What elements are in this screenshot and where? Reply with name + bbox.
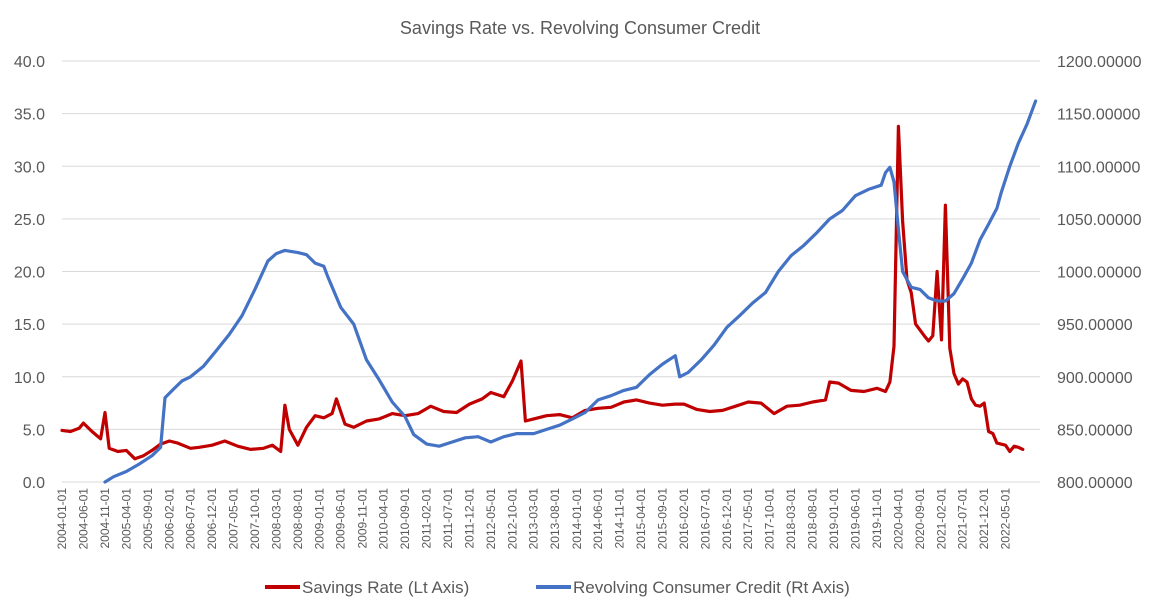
y-right-tick-label: 1000.00000 <box>1057 265 1142 282</box>
x-tick-label: 2021-12-01 <box>977 488 991 550</box>
x-tick-label: 2011-12-01 <box>462 488 476 549</box>
y-right-tick-label: 850.00000 <box>1057 422 1133 439</box>
x-tick-label: 2015-04-01 <box>634 488 648 550</box>
y-right-tick-label: 1050.00000 <box>1057 212 1142 229</box>
legend-label-savings-rate: Savings Rate (Lt Axis) <box>302 578 469 597</box>
x-tick-label: 2011-07-01 <box>441 488 455 549</box>
x-tick-label: 2021-02-01 <box>934 488 948 550</box>
x-tick-label: 2019-01-01 <box>827 488 841 550</box>
x-tick-label: 2018-08-01 <box>806 488 820 550</box>
x-tick-label: 2004-11-01 <box>98 488 112 549</box>
x-tick-label: 2016-07-01 <box>698 488 712 550</box>
y-left-tick-label: 25.0 <box>14 212 45 229</box>
y-left-tick-label: 20.0 <box>14 265 45 282</box>
x-tick-label: 2008-03-01 <box>269 488 283 550</box>
y-left-tick-label: 40.0 <box>14 54 45 71</box>
x-tick-label: 2004-06-01 <box>76 488 90 550</box>
series-lines <box>60 99 1038 484</box>
x-tick-label: 2007-10-01 <box>248 488 262 550</box>
x-tick-label: 2004-01-01 <box>55 488 69 550</box>
x-tick-label: 2005-09-01 <box>141 488 155 550</box>
x-tick-label: 2007-05-01 <box>226 488 240 550</box>
x-tick-label: 2013-03-01 <box>527 488 541 550</box>
x-tick-label: 2013-08-01 <box>548 488 562 550</box>
y-left-tick-label: 30.0 <box>14 159 45 176</box>
x-tick-label: 2018-03-01 <box>784 488 798 550</box>
chart-title: Savings Rate vs. Revolving Consumer Cred… <box>400 18 760 38</box>
x-tick-label: 2012-10-01 <box>505 488 519 550</box>
x-tick-label: 2016-02-01 <box>677 488 691 550</box>
x-tick-label: 2014-01-01 <box>570 488 584 550</box>
x-tick-label: 2010-09-01 <box>398 488 412 550</box>
x-tick-label: 2009-06-01 <box>334 488 348 550</box>
x-tick-label: 2022-05-01 <box>998 488 1012 550</box>
x-tick-label: 2005-04-01 <box>119 488 133 550</box>
legend-label-revolving-credit: Revolving Consumer Credit (Rt Axis) <box>573 578 850 597</box>
y-right-tick-label: 950.00000 <box>1057 317 1133 334</box>
x-axis: 2004-01-01 2004-06-01 2004-11-01 2005-04-01… <box>55 488 1012 550</box>
y-axis-right: 800.00000 850.00000 900.00000 950.00000 1000… <box>1057 54 1142 492</box>
y-right-tick-label: 1200.00000 <box>1057 54 1142 71</box>
x-tick-label: 2020-04-01 <box>891 488 905 550</box>
x-tick-label: 2017-10-01 <box>763 488 777 550</box>
series-line-revolving-credit <box>103 99 1038 484</box>
x-tick-label: 2021-07-01 <box>956 488 970 550</box>
x-tick-label: 2015-09-01 <box>655 488 669 550</box>
x-tick-label: 2020-09-01 <box>913 488 927 550</box>
x-tick-label: 2009-11-01 <box>355 488 369 549</box>
y-left-tick-label: 5.0 <box>23 422 45 439</box>
x-tick-label: 2014-06-01 <box>591 488 605 550</box>
x-tick-label: 2019-11-01 <box>870 488 884 549</box>
x-tick-label: 2012-05-01 <box>484 488 498 550</box>
legend: Savings Rate (Lt Axis) Revolving Consume… <box>265 578 850 597</box>
x-tick-label: 2009-01-01 <box>312 488 326 550</box>
y-right-tick-label: 1100.00000 <box>1057 159 1140 176</box>
x-tick-label: 2006-12-01 <box>205 488 219 550</box>
x-tick-label: 2017-05-01 <box>741 488 755 550</box>
gridlines <box>62 60 1040 483</box>
y-axis-left: 0.0 5.0 10.0 15.0 20.0 25.0 30.0 35.0 40.0 <box>14 54 45 492</box>
x-tick-label: 2006-02-01 <box>162 488 176 550</box>
y-left-tick-label: 10.0 <box>14 370 45 387</box>
x-tick-label: 2016-12-01 <box>720 488 734 550</box>
x-tick-label: 2006-07-01 <box>184 488 198 550</box>
y-right-tick-label: 800.00000 <box>1057 475 1133 492</box>
series-line-savings-rate <box>60 124 1025 461</box>
x-tick-label: 2011-02-01 <box>420 488 434 549</box>
y-right-tick-label: 1150.00000 <box>1057 107 1140 124</box>
y-left-tick-label: 0.0 <box>23 475 45 492</box>
x-tick-label: 2010-04-01 <box>377 488 391 550</box>
x-tick-label: 2008-08-01 <box>291 488 305 550</box>
x-tick-label: 2014-11-01 <box>613 488 627 549</box>
y-left-tick-label: 15.0 <box>14 317 45 334</box>
y-right-tick-label: 900.00000 <box>1057 370 1133 387</box>
x-tick-label: 2019-06-01 <box>848 488 862 550</box>
y-left-tick-label: 35.0 <box>14 107 45 124</box>
